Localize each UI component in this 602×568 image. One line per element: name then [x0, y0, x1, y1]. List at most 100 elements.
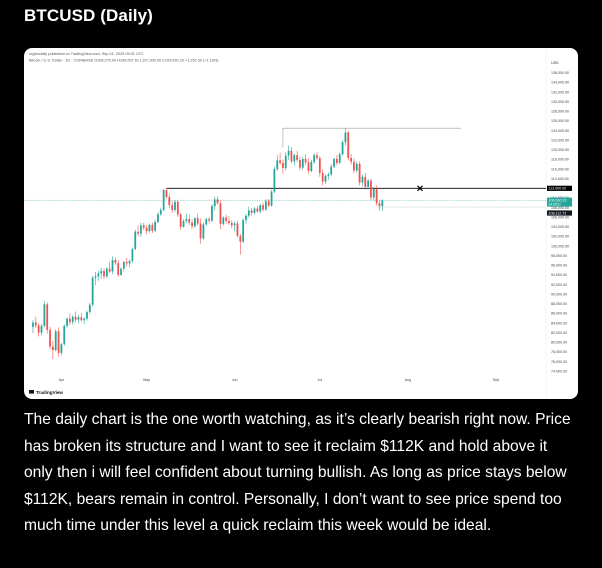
candle-body	[179, 214, 182, 227]
y-tick-label: 122,000.00	[551, 138, 569, 142]
candle-body	[370, 180, 372, 198]
candle-body	[37, 325, 40, 333]
y-tick-label: 100,000.00	[551, 244, 569, 248]
y-tick-label: 88,000.00	[551, 302, 567, 306]
y-tick-label: 124,000.00	[551, 129, 569, 133]
candle-body	[86, 311, 88, 319]
chart-image: cryptodaily published on TradingView.com…	[24, 48, 578, 399]
y-tick-label: 120,000.00	[551, 148, 569, 152]
candle-body	[273, 169, 276, 192]
candle-body	[94, 276, 97, 278]
candle-body	[54, 331, 57, 351]
candle-body	[69, 318, 71, 323]
candle-body	[176, 201, 179, 215]
candle-body	[367, 180, 370, 187]
candle-body	[125, 261, 128, 264]
candle-body	[267, 201, 270, 206]
candle-body	[262, 205, 264, 210]
candle-body	[145, 227, 148, 232]
candle-body	[60, 344, 63, 353]
candle-body	[216, 199, 219, 204]
x-tick-label: Sep	[493, 378, 499, 382]
candle-body	[193, 218, 196, 227]
candle-body	[117, 262, 120, 275]
y-tick-label: 104,000.00	[551, 225, 569, 229]
y-axis: 136,000.00 134,000.00 132,000.00 130,000.00…	[551, 71, 569, 373]
y-tick-label: 94,000.00	[551, 273, 567, 277]
cross-marker	[417, 185, 423, 192]
candle-body	[264, 201, 267, 210]
y-tick-label: 116,000.00	[551, 167, 569, 171]
candle-body	[105, 268, 108, 277]
x-tick-label: Jun	[232, 378, 238, 382]
post-title: BTCUSD (Daily)	[24, 6, 153, 25]
candle-body	[91, 277, 94, 305]
candle-body	[313, 155, 316, 162]
x-tick-label: Apr	[59, 378, 65, 382]
candle-body	[361, 176, 364, 183]
level-price-tag-bg	[547, 185, 572, 191]
candle-body	[324, 175, 327, 182]
candle-body	[108, 268, 111, 272]
y-tick-label: 102,000.00	[551, 235, 569, 239]
candle-body	[282, 162, 284, 169]
candle-body	[358, 163, 361, 183]
candle-body	[225, 217, 228, 222]
y-tick-label: 106,000.00	[551, 215, 569, 219]
y-tick-label: 126,000.00	[551, 119, 569, 123]
candle-body	[279, 160, 281, 163]
y-tick-label: 114,000.00	[551, 177, 569, 181]
candle-body	[242, 220, 245, 242]
candle-body	[250, 210, 253, 213]
candle-body	[350, 157, 352, 162]
candle-body	[213, 199, 216, 207]
y-tick-label: 92,000.00	[551, 283, 567, 287]
last-price-tag: 109,530.23	[549, 198, 567, 202]
candle-body	[151, 224, 154, 231]
candle-body	[40, 325, 43, 333]
candle-body	[355, 163, 358, 171]
candle-body	[259, 205, 262, 212]
brand-label: TradingView	[36, 390, 63, 395]
candle-body	[185, 219, 188, 222]
candle-body	[307, 162, 310, 171]
x-axis: AprMayJunJulAugSepOctNov	[59, 378, 500, 382]
candle-body	[247, 210, 250, 216]
candlestick-chart: cryptodaily published on TradingView.com…	[24, 48, 572, 399]
candle-body	[327, 174, 330, 176]
low-price-tag: 108,112.73	[549, 211, 567, 215]
candle-body	[310, 161, 313, 171]
candle-body	[301, 158, 304, 168]
candle-body	[80, 317, 83, 321]
chart-symbol-line: Bitcoin / U.S. Dollar · 1D · COINBASE O1…	[29, 59, 219, 63]
candle-body	[287, 150, 290, 156]
y-tick-label: 118,000.00	[551, 158, 569, 162]
candle-body	[120, 268, 122, 275]
y-tick-label: 80,000.00	[551, 341, 567, 345]
candle-body	[131, 248, 134, 261]
candle-body	[46, 304, 49, 330]
candle-body	[196, 218, 199, 224]
candle-body	[142, 225, 145, 228]
y-tick-label: 84,000.00	[551, 321, 567, 325]
candle-body	[239, 235, 242, 242]
y-tick-label: 136,000.00	[551, 71, 569, 75]
candle-body	[318, 157, 321, 173]
candle-body	[66, 318, 68, 326]
candle-body	[154, 222, 157, 231]
candle-body	[208, 219, 210, 221]
candle-body	[114, 260, 117, 263]
candle-body	[211, 206, 213, 221]
candle-body	[219, 203, 222, 224]
candle-body	[205, 219, 208, 225]
y-tick-label: 132,000.00	[551, 90, 569, 94]
candle-body	[51, 346, 54, 351]
candle-body	[228, 221, 230, 223]
level-price-tag: 112,000.00	[549, 187, 567, 191]
candle-body	[34, 322, 37, 326]
y-tick-label: 128,000.00	[551, 110, 569, 114]
last-price-tag-bg	[547, 197, 572, 207]
candle-body	[256, 208, 259, 212]
candle-body	[122, 261, 125, 269]
low-price-tag-bg	[547, 210, 572, 216]
